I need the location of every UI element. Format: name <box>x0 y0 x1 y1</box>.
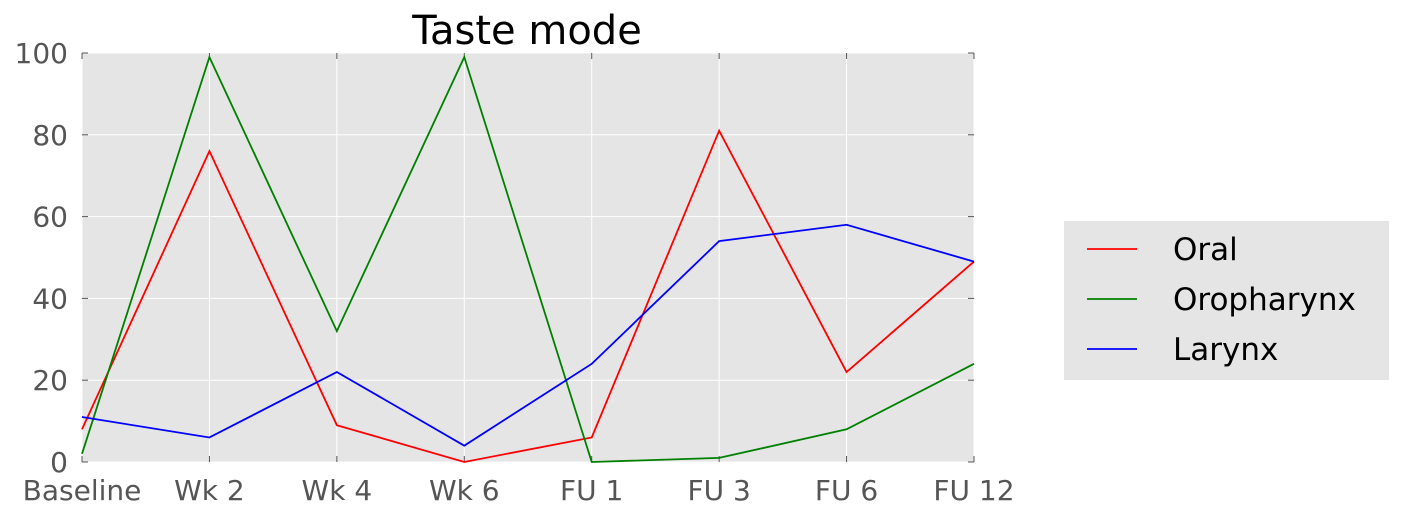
legend-label-oral: Oral <box>1173 232 1238 268</box>
x-tick-label: FU 3 <box>687 474 750 507</box>
y-tick-label: 80 <box>32 119 68 152</box>
x-tick-label: Wk 6 <box>429 474 500 507</box>
y-tick-label: 40 <box>32 282 68 315</box>
y-tick-label: 60 <box>32 201 68 234</box>
series-lines <box>81 54 975 463</box>
x-tick-label: FU 6 <box>815 474 878 507</box>
x-axis-tick-labels: Baseline Wk 2 Wk 4 Wk 6 FU 1 FU 3 FU 6 FU 12 <box>23 474 1015 507</box>
legend: Oral Oropharynx Larynx <box>1064 221 1389 380</box>
y-tick-label: 100 <box>15 37 68 70</box>
legend-label-oropharynx: Oropharynx <box>1173 282 1356 318</box>
series-line-oropharynx <box>81 54 975 463</box>
legend-box <box>1064 221 1389 380</box>
y-axis-tick-labels: 0 20 40 60 80 100 <box>15 37 68 479</box>
legend-label-larynx: Larynx <box>1173 332 1278 368</box>
y-tick-label: 0 <box>50 446 68 479</box>
grid <box>81 52 975 463</box>
y-tick-label: 20 <box>32 364 68 397</box>
series-line-oral <box>81 128 975 463</box>
x-tick-label: Wk 2 <box>174 474 245 507</box>
chart-title: Taste mode <box>411 8 642 54</box>
x-tick-label: FU 12 <box>933 474 1014 507</box>
x-tick-label: Wk 4 <box>302 474 373 507</box>
series-line-larynx <box>81 223 975 447</box>
x-tick-label: FU 1 <box>560 474 623 507</box>
x-tick-label: Baseline <box>23 474 142 507</box>
